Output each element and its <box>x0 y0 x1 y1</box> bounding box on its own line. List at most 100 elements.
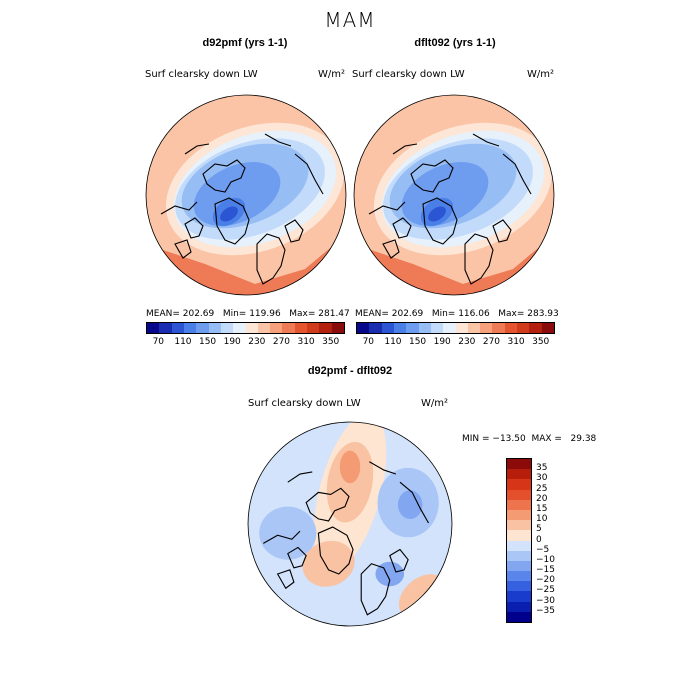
shading-region <box>259 506 317 560</box>
colorbar-swatch <box>147 323 160 333</box>
colorbar-swatch <box>507 601 531 612</box>
coastline <box>264 133 292 147</box>
colorbar-tick-label: 70 <box>152 337 165 347</box>
colorbar-tick-label: 15 <box>536 503 548 514</box>
colorbar-swatch <box>507 591 531 602</box>
colorbar-tick-label: −10 <box>536 554 555 565</box>
colorbar-tick-label: 270 <box>482 337 501 347</box>
colorbar-swatch <box>507 540 531 551</box>
coastline <box>174 239 192 259</box>
coastline <box>472 133 500 147</box>
colorbar-tick-label: 0 <box>536 534 542 545</box>
coastline <box>382 239 400 259</box>
panel-title-dflt092: dflt092 (yrs 1-1) <box>414 37 496 49</box>
colorbar-tick-label: 35 <box>536 463 548 474</box>
colorbar-swatch <box>507 520 531 531</box>
coastline <box>263 530 301 544</box>
colorbar-swatch <box>257 323 271 333</box>
coastline <box>392 217 412 239</box>
colorbar-dflt092 <box>356 322 555 334</box>
colorbar-swatch <box>455 323 468 333</box>
coastline <box>389 548 409 573</box>
colorbar-tick-label: 230 <box>248 337 266 347</box>
polar-map-difference <box>247 421 453 627</box>
coastline <box>368 201 406 215</box>
colorbar-swatch <box>507 459 531 470</box>
colorbar-swatch <box>507 550 531 561</box>
colorbar-tick-label: 150 <box>198 337 217 347</box>
shading-region <box>220 206 238 222</box>
colorbar-swatch <box>504 323 518 333</box>
colorbar-swatch <box>467 323 481 333</box>
colorbar-tick-label: −20 <box>536 575 555 586</box>
colorbar-swatch <box>159 323 172 333</box>
colorbar-tick-label: 5 <box>536 524 542 535</box>
coastline <box>287 546 307 569</box>
colorbar-d92pmf <box>146 322 345 334</box>
units-label-d92pmf: W/m² <box>318 69 346 80</box>
colorbar-tick-label: −5 <box>536 544 550 555</box>
panel-title-d92pmf: d92pmf (yrs 1-1) <box>202 37 288 49</box>
colorbar-swatch <box>270 323 283 333</box>
coastline <box>284 219 304 243</box>
coastline <box>184 143 210 155</box>
colorbar-swatch <box>507 479 531 490</box>
coastline <box>214 197 250 245</box>
shading-region <box>302 540 355 587</box>
colorbar-swatch <box>443 323 456 333</box>
polar-map-dflt092 <box>353 94 555 296</box>
colorbar-swatch <box>282 323 295 333</box>
variable-label-dflt092: Surf clearsky down LW <box>352 69 465 80</box>
coastline <box>492 219 512 243</box>
colorbar-swatch <box>507 469 531 480</box>
colorbar-tick-label: 25 <box>536 483 548 494</box>
colorbar-swatch <box>233 323 246 333</box>
colorbar-swatch <box>507 509 531 521</box>
colorbar-swatch <box>331 323 344 333</box>
stats-dflt092: MEAN= 202.69 Min= 116.06 Max= 283.93 <box>355 309 559 319</box>
coastline <box>410 159 454 193</box>
colorbar-tick-label: 190 <box>223 337 241 347</box>
coastline <box>287 471 313 483</box>
colorbar-swatch <box>507 611 531 622</box>
coastline <box>464 233 494 285</box>
colorbar-swatch <box>245 323 258 333</box>
coastline <box>160 201 198 215</box>
shading-region <box>339 450 361 484</box>
colorbar-tick-label: 310 <box>297 337 315 347</box>
colorbar-swatch <box>517 323 530 333</box>
figure-title: MAM <box>324 8 376 32</box>
colorbar-swatch <box>220 323 234 333</box>
map-boundary <box>247 421 453 627</box>
colorbar-swatch <box>541 323 554 333</box>
colorbar-tick-label: 110 <box>384 337 402 347</box>
coastline <box>276 569 295 590</box>
colorbar-tick-label: −25 <box>536 585 555 596</box>
coastline <box>399 481 430 524</box>
coastline <box>305 487 350 522</box>
shading-region <box>428 206 446 222</box>
colorbar-swatch <box>294 323 308 333</box>
colorbar-tick-label: 230 <box>458 337 476 347</box>
colorbar-tick-label: 30 <box>536 473 548 484</box>
coastline <box>360 563 391 616</box>
colorbar-swatch <box>183 323 197 333</box>
colorbar-swatch <box>507 581 531 592</box>
stats-difference: MIN = −13.50 MAX = 29.38 <box>462 434 597 444</box>
colorbar-swatch <box>319 323 332 333</box>
map-boundary <box>353 94 555 296</box>
colorbar-swatch <box>480 323 493 333</box>
colorbar-swatch <box>357 323 370 333</box>
colorbar-swatch <box>507 489 531 500</box>
coastline <box>256 233 286 285</box>
variable-label-d92pmf: Surf clearsky down LW <box>145 69 258 80</box>
panel-title-difference: d92pmf - dflt092 <box>307 365 393 377</box>
colorbar-swatch <box>507 499 531 510</box>
colorbar-swatch <box>307 323 320 333</box>
colorbar-swatch <box>196 323 209 333</box>
colorbar-swatch <box>369 323 382 333</box>
colorbar-swatch <box>393 323 407 333</box>
units-label-difference: W/m² <box>421 398 449 409</box>
colorbar-swatch <box>507 571 531 582</box>
colorbar-swatch <box>208 323 221 333</box>
